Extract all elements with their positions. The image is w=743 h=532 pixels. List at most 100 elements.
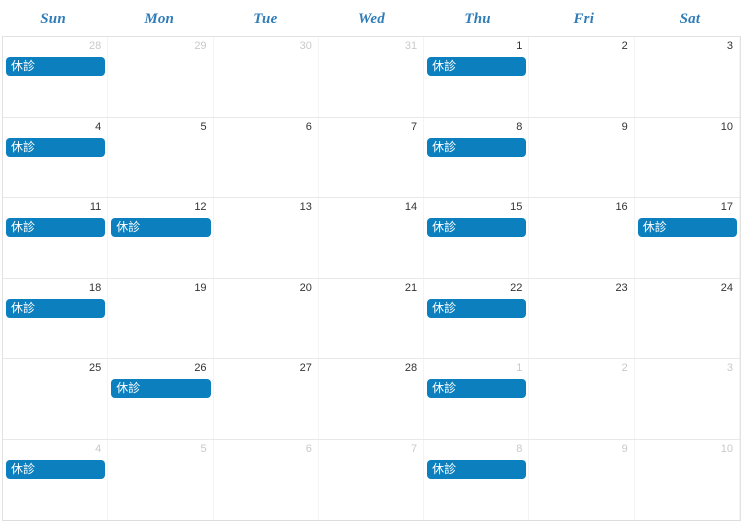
date-number: 10 [720,120,733,133]
calendar-day-cell[interactable]: 29 [108,37,214,117]
calendar-day-cell[interactable]: 16 [529,198,635,278]
calendar-day-cell[interactable]: 11 [3,198,109,278]
event-badge-closed-day[interactable]: 休診 [427,459,527,479]
date-number: 26 [194,362,207,374]
calendar-day-cell[interactable]: 7 [319,117,425,197]
calendar-day-cell[interactable]: 5 [108,117,214,197]
calendar-day-cell[interactable]: 24 [635,278,740,358]
calendar-day-cell[interactable]: 15 [424,198,530,278]
calendar-day-cell[interactable]: 12 [108,198,214,278]
calendar-day-cell[interactable]: 22 [424,278,530,358]
calendar-day-cell[interactable]: 10 [635,439,740,520]
date-number: 5 [200,120,207,133]
calendar-day-cell[interactable]: 17 [635,198,740,278]
event-badge-closed-day[interactable]: 休診 [427,57,527,76]
calendar-day-cell[interactable]: 18 [3,278,109,358]
calendar-day-cell[interactable]: 19 [108,278,214,358]
calendar-day-cell[interactable]: 3 [635,359,740,439]
day-of-week-label-wed: Wed [358,11,385,27]
calendar-day-cell[interactable]: 6 [214,439,319,520]
event-badge-closed-day[interactable]: 休診 [637,218,737,237]
calendar-week-row: 28 29 30 31 1 2 3 休診 休診 [3,37,740,118]
date-number: 31 [404,40,418,52]
date-number: 21 [404,281,418,294]
date-number: 1 [516,40,523,52]
calendar-day-cell[interactable]: 30 [214,37,319,117]
date-number: 25 [89,362,102,374]
date-number: 8 [516,442,523,455]
day-of-week-label-mon: Mon [144,11,175,27]
date-number: 6 [305,442,312,455]
date-number: 2 [621,40,628,52]
calendar-day-cell[interactable]: 1 [424,37,530,117]
event-layer: 休診 休診 休診 休診 [3,218,740,278]
date-number: 23 [615,281,628,294]
event-badge-closed-day[interactable]: 休診 [6,137,106,157]
calendar-day-cell[interactable]: 6 [214,117,319,197]
calendar-day-cell[interactable]: 9 [529,439,635,520]
calendar-day-cell[interactable]: 14 [319,198,425,278]
calendar-day-cell[interactable]: 21 [319,278,425,358]
event-badge-closed-day[interactable]: 休診 [6,459,106,479]
calendar-day-cell[interactable]: 27 [214,359,319,439]
calendar-day-cell[interactable]: 2 [529,359,635,439]
calendar-day-cell[interactable]: 25 [3,359,109,439]
date-number: 7 [411,442,418,455]
calendar-week-row: 11 12 13 14 15 16 17 休診 休診 休診 休診 [3,198,740,279]
day-of-week-label-thu: Thu [464,11,491,27]
date-number: 30 [299,40,312,52]
calendar-day-cell[interactable]: 13 [214,198,319,278]
calendar-day-cell[interactable]: 4 [3,117,109,197]
calendar-day-cell[interactable]: 7 [319,439,425,520]
event-badge-closed-day[interactable]: 休診 [427,379,527,398]
date-number: 17 [720,201,733,213]
date-number: 29 [194,40,207,52]
date-number: 3 [726,40,733,52]
date-number: 28 [404,362,418,374]
event-badge-closed-day[interactable]: 休診 [111,379,211,398]
event-badge-closed-day[interactable]: 休診 [427,218,527,237]
calendar-day-cell[interactable]: 20 [214,278,319,358]
calendar-week-row: 4 5 6 7 8 9 10 休診 休診 [3,117,740,198]
calendar-day-cell[interactable]: 28 [3,37,109,117]
date-number: 5 [200,442,207,455]
event-badge-closed-day[interactable]: 休診 [111,218,211,237]
event-layer: 休診 休診 [3,379,740,439]
calendar-day-cell[interactable]: 31 [319,37,425,117]
calendar-day-cell[interactable]: 23 [529,278,635,358]
calendar-week-row: 4 5 6 7 8 9 10 休診 休診 [3,439,740,520]
date-number: 12 [194,201,207,213]
date-number: 1 [516,362,523,374]
event-badge-closed-day[interactable]: 休診 [6,298,106,318]
event-badge-closed-day[interactable]: 休診 [6,218,106,237]
date-number: 14 [404,201,418,213]
calendar-day-cell[interactable]: 8 [424,117,530,197]
day-of-week-label-sun: Sun [40,11,66,27]
day-of-week-label-fri: Fri [573,11,595,27]
event-badge-closed-day[interactable]: 休診 [427,137,527,157]
calendar-day-cell[interactable]: 5 [108,439,214,520]
date-number: 18 [89,281,102,294]
calendar-day-cell[interactable]: 10 [635,117,740,197]
calendar-day-cell[interactable]: 1 [424,359,530,439]
day-of-week-label-tue: Tue [253,11,278,27]
date-number: 10 [720,442,733,455]
date-number: 20 [299,281,312,294]
calendar-day-cell[interactable]: 3 [635,37,740,117]
event-badge-closed-day[interactable]: 休診 [427,298,527,318]
calendar-day-cell[interactable]: 28 [319,359,425,439]
date-number: 2 [621,362,628,374]
calendar-day-cell[interactable]: 26 [108,359,214,439]
calendar-day-cell[interactable]: 9 [529,117,635,197]
event-layer: 休診 休診 [3,137,740,198]
date-number: 6 [305,120,312,133]
event-badge-closed-day[interactable]: 休診 [6,57,106,76]
date-number: 24 [720,281,733,294]
date-number: 4 [95,120,102,133]
date-number: 27 [299,362,312,374]
calendar-day-cell[interactable]: 2 [529,37,635,117]
event-layer: 休診 休診 [3,298,740,359]
calendar-day-cell[interactable]: 8 [424,439,530,520]
calendar-day-cell[interactable]: 4 [3,439,109,520]
